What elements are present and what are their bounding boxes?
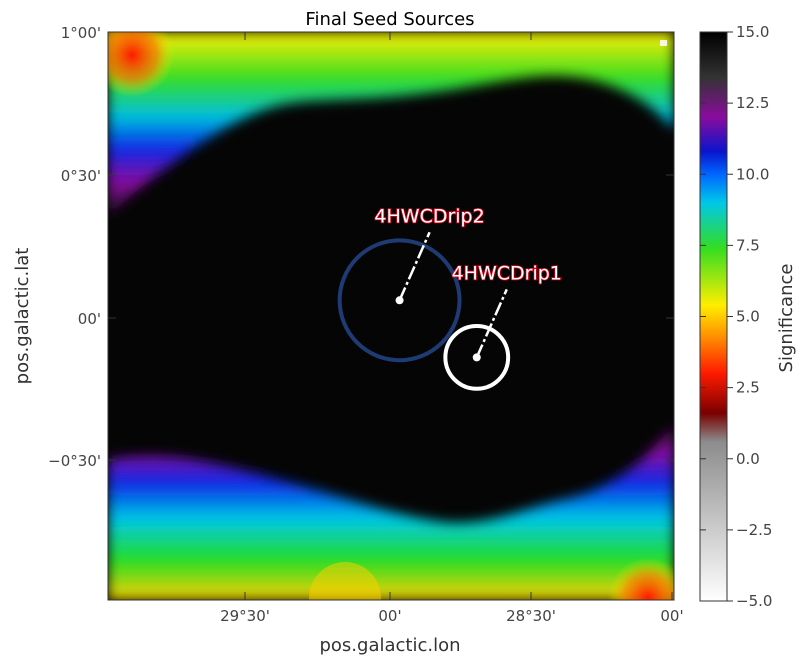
colorbar-title: Significance bbox=[776, 264, 797, 373]
warm-patch-bottom bbox=[309, 562, 381, 600]
hotspot-top-left bbox=[108, 32, 174, 97]
x-tick-label: 29°30' bbox=[220, 607, 270, 625]
source-extent-circle bbox=[337, 238, 462, 363]
colorbar-tick-label: 0.0 bbox=[736, 450, 760, 468]
bottom-band bbox=[108, 420, 674, 600]
colorbar-tick-label: 2.5 bbox=[736, 379, 760, 397]
y-tick-label: 1°00' bbox=[61, 24, 101, 42]
x-axis-title: pos.galactic.lon bbox=[319, 635, 460, 656]
colorbar-tick-label: 12.5 bbox=[736, 94, 769, 112]
top-band bbox=[108, 32, 674, 220]
x-tick-label: 00' bbox=[660, 607, 683, 625]
colorbar-tick-label: 7.5 bbox=[736, 236, 760, 254]
source-position-marker bbox=[395, 296, 404, 305]
chart-title: Final Seed Sources bbox=[305, 9, 474, 30]
colorbar-tick-label: 5.0 bbox=[736, 308, 760, 326]
colorbar-tick-label: −5.0 bbox=[736, 592, 772, 610]
y-axis-title: pos.galactic.lat bbox=[12, 248, 33, 385]
y-axis-ticks: 1°00' 0°30' 00' −0°30' bbox=[48, 24, 674, 470]
y-tick-label: 0°30' bbox=[61, 167, 101, 185]
seed-sources: 4HWCDrip2 4HWCDrip1 bbox=[337, 205, 563, 391]
source-label-leader bbox=[475, 288, 508, 358]
colorbar-tick-label: 15.0 bbox=[736, 23, 769, 41]
colorbar-ticks: −5.0 −2.5 0.0 2.5 5.0 7.5 10.0 12.5 15.0 bbox=[700, 23, 772, 610]
y-tick-label: 00' bbox=[78, 310, 101, 328]
colorbar: −5.0 −2.5 0.0 2.5 5.0 7.5 10.0 12.5 15.0 Signifi… bbox=[699, 23, 797, 610]
y-tick-label: −0°30' bbox=[48, 452, 101, 470]
source-position-marker bbox=[472, 353, 481, 362]
x-tick-label: 28°30' bbox=[506, 607, 556, 625]
hotspot-bottom-right bbox=[608, 558, 674, 600]
colorbar-tick-label: 10.0 bbox=[736, 165, 769, 183]
source-label: 4HWCDrip1 bbox=[452, 262, 562, 284]
source-label: 4HWCDrip2 bbox=[374, 205, 484, 227]
source-label-leader bbox=[398, 231, 431, 301]
plot-frame bbox=[107, 31, 675, 601]
x-tick-label: 00' bbox=[378, 607, 401, 625]
source-extent-circle bbox=[443, 323, 511, 391]
x-axis-ticks: 29°30' 00' 28°30' 00' bbox=[220, 32, 684, 625]
legend-marker bbox=[660, 40, 667, 46]
significance-map bbox=[108, 32, 674, 600]
colorbar-tick-label: −2.5 bbox=[736, 521, 772, 539]
